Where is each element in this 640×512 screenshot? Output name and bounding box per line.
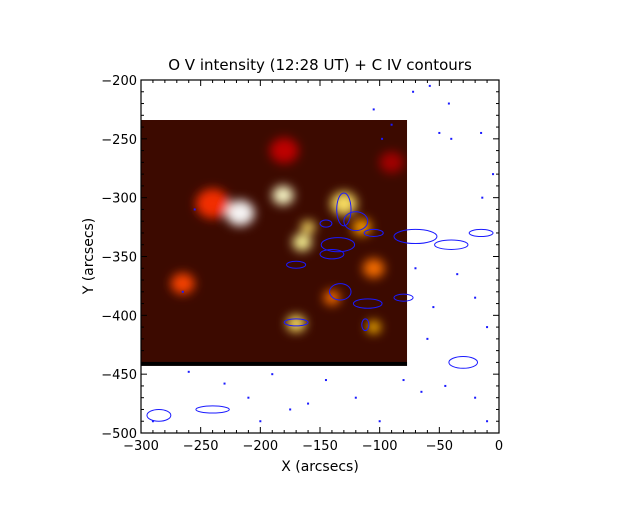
x-tick-label: −50 bbox=[426, 439, 453, 454]
contour-line bbox=[361, 318, 370, 332]
image-background bbox=[141, 120, 408, 366]
y-tick-label: −450 bbox=[101, 368, 137, 383]
contour-line bbox=[319, 219, 333, 228]
contour-dot bbox=[271, 373, 274, 376]
contour-dot bbox=[447, 102, 450, 105]
contour-dot bbox=[223, 382, 226, 385]
y-tick-label: −500 bbox=[101, 427, 137, 442]
intensity-image bbox=[141, 120, 408, 366]
contour-dot bbox=[486, 326, 489, 329]
contour-dot bbox=[481, 196, 484, 199]
contour-dot bbox=[372, 108, 375, 111]
intensity-feature bbox=[352, 218, 372, 236]
contour-line bbox=[329, 283, 352, 301]
contour-line bbox=[195, 405, 230, 414]
contour-line bbox=[146, 408, 172, 422]
x-axis-label: X (arcsecs) bbox=[281, 459, 359, 475]
contour-dot bbox=[432, 306, 435, 309]
contour-line bbox=[448, 356, 479, 369]
contour-dot bbox=[181, 290, 184, 293]
contour-dot bbox=[428, 84, 431, 87]
contour-line bbox=[343, 211, 369, 232]
intensity-feature bbox=[330, 191, 357, 216]
intensity-feature bbox=[323, 290, 341, 306]
contour-dot bbox=[402, 379, 405, 382]
intensity-feature bbox=[379, 151, 404, 173]
contour-dot bbox=[412, 90, 415, 93]
contour-dot bbox=[247, 396, 250, 399]
image-features bbox=[170, 137, 404, 334]
image-bottom-edge bbox=[141, 361, 408, 366]
contour-dot bbox=[354, 396, 357, 399]
civ-contours bbox=[146, 84, 495, 423]
contour-line bbox=[283, 318, 309, 327]
contour-dot bbox=[289, 408, 292, 411]
y-tick-label: −350 bbox=[101, 251, 137, 266]
x-tick-label: −250 bbox=[183, 439, 219, 454]
contour-dot bbox=[324, 379, 327, 382]
contour-dot bbox=[390, 123, 393, 126]
y-tick-label: −400 bbox=[101, 309, 137, 324]
x-tick-label: 0 bbox=[495, 439, 503, 454]
x-tick-label: −150 bbox=[302, 439, 338, 454]
contour-dot bbox=[474, 396, 477, 399]
contour-dot bbox=[480, 131, 483, 134]
contour-dot bbox=[414, 267, 417, 270]
contour-line bbox=[320, 237, 356, 253]
contour-line bbox=[468, 228, 494, 237]
contour-dot bbox=[151, 420, 154, 423]
contour-line bbox=[352, 298, 383, 309]
y-axis-label: Y (arcsecs) bbox=[81, 218, 97, 296]
y-tick-label: −300 bbox=[101, 192, 137, 207]
intensity-feature bbox=[286, 315, 306, 333]
contour-dot bbox=[486, 420, 489, 423]
contour-dot bbox=[259, 420, 262, 423]
intensity-feature bbox=[195, 188, 230, 219]
x-tick-label: −300 bbox=[123, 439, 159, 454]
contour-line bbox=[286, 260, 307, 269]
contour-dot bbox=[450, 137, 453, 140]
contour-line bbox=[336, 192, 352, 227]
contour-line bbox=[393, 293, 414, 302]
intensity-feature bbox=[269, 137, 299, 164]
contour-dot bbox=[307, 402, 310, 405]
contour-dot bbox=[381, 137, 384, 140]
contour-dot bbox=[492, 173, 495, 176]
intensity-feature bbox=[366, 320, 381, 334]
intensity-feature bbox=[170, 272, 195, 295]
contour-line bbox=[363, 228, 384, 237]
contour-dot bbox=[378, 420, 381, 423]
intensity-feature bbox=[362, 258, 385, 278]
contour-dot bbox=[420, 390, 423, 393]
contour-line bbox=[393, 228, 438, 245]
contour-line bbox=[319, 248, 345, 260]
intensity-feature bbox=[300, 220, 316, 234]
y-tick-label: −250 bbox=[101, 133, 137, 148]
y-tick-label: −200 bbox=[101, 74, 137, 89]
y-axis: −500 −450 −400 −350 −300 −250 −200 bbox=[101, 74, 499, 442]
intensity-feature bbox=[272, 185, 294, 205]
contour-dot bbox=[456, 273, 459, 276]
x-tick-label: −200 bbox=[242, 439, 278, 454]
chart-title: O V intensity (12:28 UT) + C IV contours bbox=[168, 56, 472, 74]
contour-line bbox=[434, 239, 469, 250]
intensity-feature bbox=[225, 200, 255, 226]
contour-dot bbox=[187, 370, 190, 373]
intensity-feature bbox=[292, 233, 312, 251]
contour-dot bbox=[426, 337, 429, 340]
x-tick-label: −100 bbox=[362, 439, 398, 454]
contour-dot bbox=[438, 131, 441, 134]
contour-dot bbox=[444, 384, 447, 387]
contour-dot bbox=[474, 296, 477, 299]
x-axis: −300 −250 −200 −150 −100 −50 0 bbox=[123, 80, 503, 454]
contour-dot bbox=[193, 208, 196, 211]
